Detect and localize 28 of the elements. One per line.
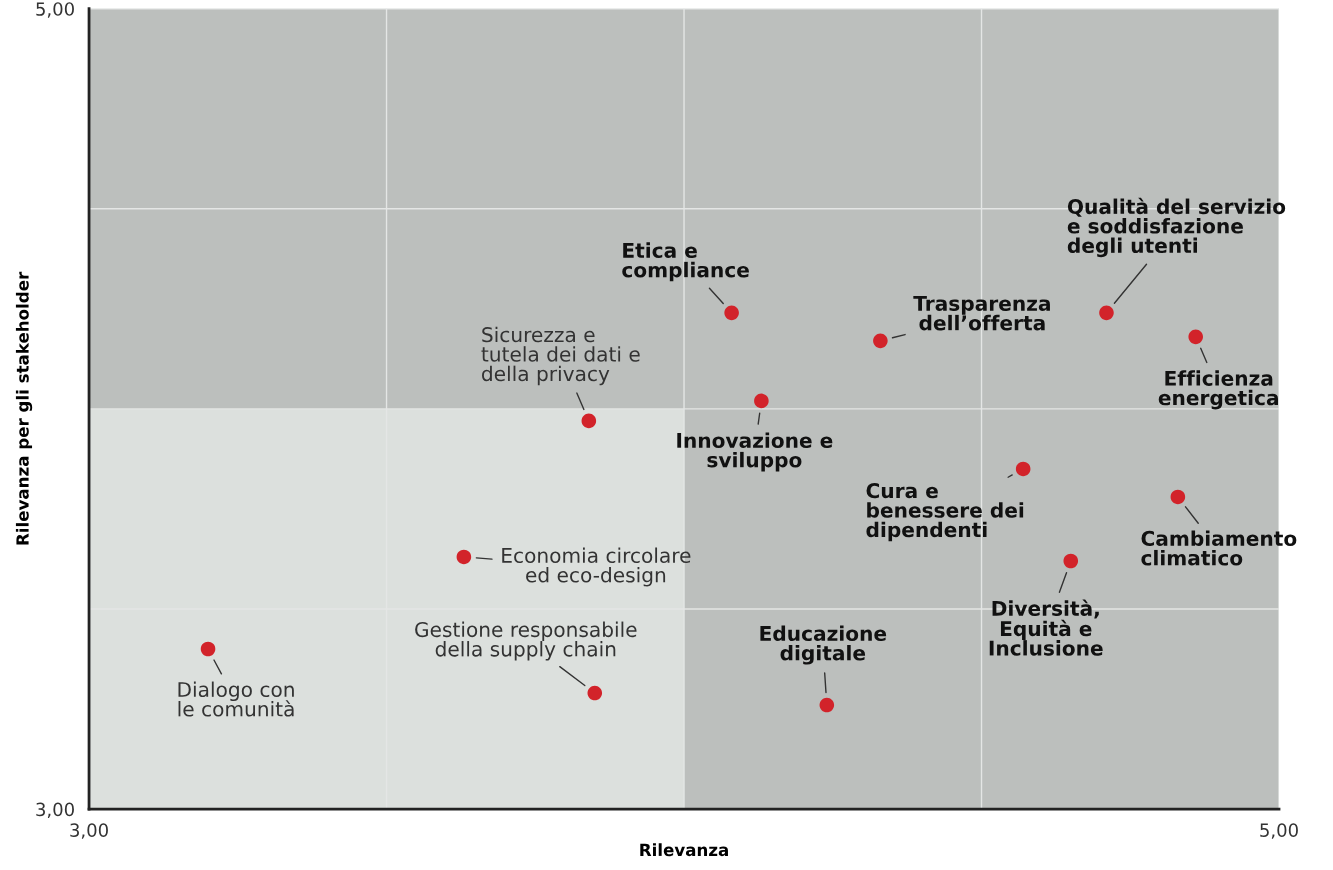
annotation: Diversità, Equità e Inclusione [989, 599, 1103, 656]
point [1170, 489, 1186, 505]
point [1099, 305, 1114, 321]
annotation: Efficienza energetica [1158, 370, 1278, 410]
point [1015, 461, 1031, 477]
y-axis-title: Rilevanza per gli stakeholder [15, 271, 33, 545]
annotation: Trasparenza dell’offerta [913, 296, 1050, 331]
point [1188, 329, 1203, 345]
annotation: Cambiamento climatico [1141, 530, 1297, 566]
annotation: Qualità del servizio e soddisfazione degli utenti [1067, 197, 1286, 258]
annotation: Economia circolare ed eco-design [502, 547, 691, 587]
point [581, 413, 597, 429]
x-axis-title: Rilevanza [640, 843, 728, 857]
annotation: Gestione responsabile della supply chain [415, 621, 637, 661]
annotation: Cura e benessere dei dipendenti [866, 483, 1024, 542]
point [819, 697, 835, 713]
annotation: Innovazione e sviluppo [677, 432, 833, 472]
point [724, 305, 739, 321]
point [1063, 553, 1079, 569]
annotation: Dialogo con le comunità [178, 681, 294, 717]
annotation: Educazione digitale [760, 625, 887, 665]
point [200, 641, 216, 657]
annotation: Sicurezza e tutela dei dati e della privacy [481, 326, 640, 386]
point [754, 393, 769, 409]
point [873, 333, 888, 349]
annotation: Etica e compliance [622, 242, 749, 282]
point [456, 549, 472, 565]
point [587, 685, 603, 701]
